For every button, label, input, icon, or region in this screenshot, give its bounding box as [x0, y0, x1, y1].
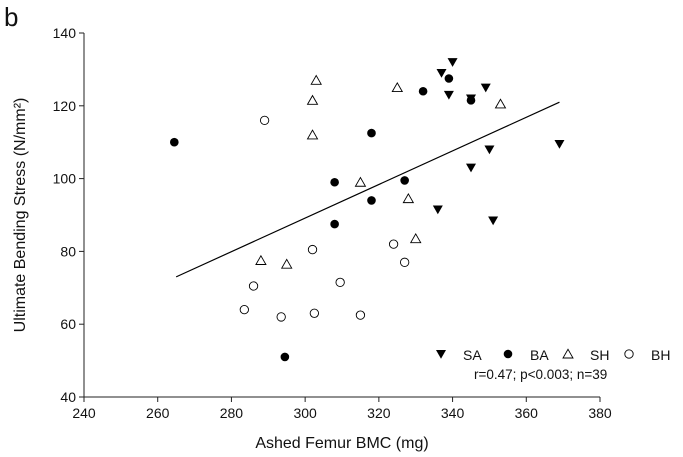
point-sa: [554, 140, 565, 149]
axes: [83, 33, 600, 398]
legend-marker-sh: [562, 348, 574, 359]
point-sh: [306, 129, 319, 140]
y-tick-label: 120: [53, 98, 77, 114]
point-sa: [466, 163, 476, 173]
data-points: [170, 58, 565, 362]
point-bh: [355, 310, 366, 320]
point-sh: [280, 258, 293, 269]
legend: SA BA SH BH: [436, 347, 670, 363]
point-sa: [488, 216, 499, 226]
point-bh: [259, 115, 270, 126]
point-sh: [494, 98, 507, 109]
stats-annotation: r=0.47; p<0.003; n=39: [474, 367, 607, 382]
point-sa: [447, 58, 458, 67]
y-tick-label: 80: [60, 243, 76, 259]
point-ba: [466, 96, 476, 105]
legend-marker-sa: [436, 350, 446, 359]
y-axis-label: Ultimate Bending Stress (N/mm²): [12, 98, 29, 333]
legend-marker-ba: [503, 349, 513, 359]
y-tick-label: 60: [60, 316, 76, 332]
point-ba: [330, 219, 339, 229]
x-tick-label: 300: [293, 405, 317, 421]
point-ba: [418, 86, 428, 96]
point-sa: [436, 69, 447, 78]
x-tick-label: 360: [515, 405, 539, 421]
x-tick-label: 380: [588, 405, 612, 421]
legend-label-sa: SA: [463, 347, 482, 363]
point-bh: [335, 277, 345, 287]
point-sa: [432, 205, 443, 215]
y-tick-label: 140: [53, 25, 77, 41]
point-sh: [255, 254, 267, 265]
point-ba: [280, 352, 290, 362]
point-ba: [170, 137, 179, 147]
legend-label-sh: SH: [590, 347, 609, 363]
point-bh: [400, 257, 410, 267]
regression-line: [175, 101, 560, 278]
x-axis-label: Ashed Femur BMC (mg): [255, 435, 428, 452]
point-ba: [367, 128, 376, 138]
point-bh: [248, 281, 259, 291]
point-ba: [367, 196, 376, 205]
point-bh: [388, 239, 399, 249]
point-bh: [307, 244, 318, 255]
point-ba: [330, 177, 339, 187]
x-tick-label: 340: [441, 405, 465, 421]
x-tick-label: 260: [146, 405, 170, 421]
point-sh: [402, 192, 415, 204]
point-sh: [306, 94, 319, 105]
legend-label-ba: BA: [530, 347, 549, 363]
legend-label-bh: BH: [651, 347, 670, 363]
y-tick-label: 100: [53, 171, 77, 187]
x-tick-label: 240: [72, 405, 96, 421]
legend-marker-bh: [624, 349, 634, 359]
point-bh: [276, 312, 286, 322]
panel-label: b: [4, 2, 18, 32]
point-sa: [443, 90, 454, 100]
point-sh: [354, 176, 367, 187]
point-sh: [310, 74, 322, 85]
point-bh: [239, 304, 249, 315]
y-tick-label: 40: [60, 389, 76, 405]
point-ba: [444, 74, 454, 83]
point-ba: [400, 176, 409, 185]
ticks: 240 260 280 300 320 340 360 380 40 60 80 100 120 140: [53, 25, 612, 421]
point-sa: [480, 83, 491, 93]
point-sh: [409, 233, 422, 244]
point-bh: [309, 308, 320, 318]
x-tick-label: 320: [367, 405, 391, 421]
point-sh: [391, 81, 404, 93]
point-sa: [484, 145, 495, 155]
x-tick-label: 280: [220, 405, 244, 421]
